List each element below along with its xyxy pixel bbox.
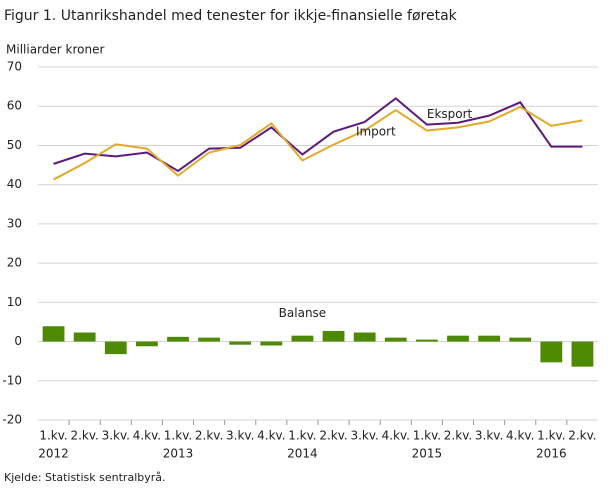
y-tick-label: -20 <box>2 413 22 427</box>
bar <box>167 336 189 342</box>
series-label: Import <box>356 125 396 139</box>
x-tick-label: 4.kv. <box>133 429 161 443</box>
line <box>53 97 583 173</box>
y-tick-label: 0 <box>14 334 22 348</box>
y-tick-label: 10 <box>7 295 22 309</box>
bar <box>509 337 532 342</box>
bar <box>322 330 345 342</box>
x-year-label: 2015 <box>412 447 443 461</box>
x-tick-label: 3.kv. <box>226 429 254 443</box>
x-tick-label: 3.kv. <box>102 429 130 443</box>
bar <box>291 335 314 342</box>
x-tick-label: 2.kv. <box>444 429 472 443</box>
x-tick-label: 4.kv. <box>506 429 534 443</box>
x-year-label: 2016 <box>536 447 567 461</box>
y-tick-label: 20 <box>7 256 22 270</box>
x-year-label: 2013 <box>163 447 194 461</box>
bar <box>416 339 438 342</box>
x-tick-label: 3.kv. <box>350 429 378 443</box>
y-axis-label: Milliarder kroner <box>6 43 104 57</box>
y-tick-label: 50 <box>7 138 22 152</box>
bar <box>478 335 500 342</box>
source: Kjelde: Statistisk sentralbyrå. <box>4 471 166 484</box>
bar <box>229 341 252 345</box>
bar <box>384 337 407 342</box>
bar <box>260 341 283 346</box>
y-tick-label: 30 <box>7 216 22 230</box>
x-tick-label: 1.kv. <box>39 429 67 443</box>
y-tick-label: -10 <box>2 373 22 387</box>
y-tick-label: 70 <box>7 60 22 74</box>
x-tick-label: 1.kv. <box>537 429 565 443</box>
x-tick-label: 1.kv. <box>288 429 316 443</box>
x-tick-label: 1.kv. <box>413 429 441 443</box>
x-tick-label: 2.kv. <box>319 429 347 443</box>
x-year-label: 2014 <box>287 447 318 461</box>
y-tick-label: 60 <box>7 99 22 113</box>
x-tick-label: 2.kv. <box>70 429 98 443</box>
y-tick-label: 40 <box>7 177 22 191</box>
chart-title: Figur 1. Utanrikshandel med tenester for… <box>4 8 458 24</box>
bar <box>198 337 220 342</box>
x-tick-label: 2.kv. <box>568 429 596 443</box>
x-tick-label: 2.kv. <box>195 429 223 443</box>
bar <box>104 341 127 355</box>
x-tick-label: 4.kv. <box>257 429 285 443</box>
bar <box>73 332 96 342</box>
x-year-label: 2012 <box>38 447 69 461</box>
line <box>53 105 583 181</box>
bar <box>353 332 376 342</box>
bar <box>42 326 65 342</box>
bar <box>540 341 563 363</box>
series-label: Balanse <box>279 306 327 320</box>
bar <box>136 341 158 347</box>
x-tick-label: 3.kv. <box>475 429 503 443</box>
series-label: Eksport <box>427 107 473 121</box>
x-tick-label: 1.kv. <box>164 429 192 443</box>
bar <box>447 335 469 342</box>
bar <box>571 341 594 367</box>
x-tick-label: 4.kv. <box>382 429 410 443</box>
